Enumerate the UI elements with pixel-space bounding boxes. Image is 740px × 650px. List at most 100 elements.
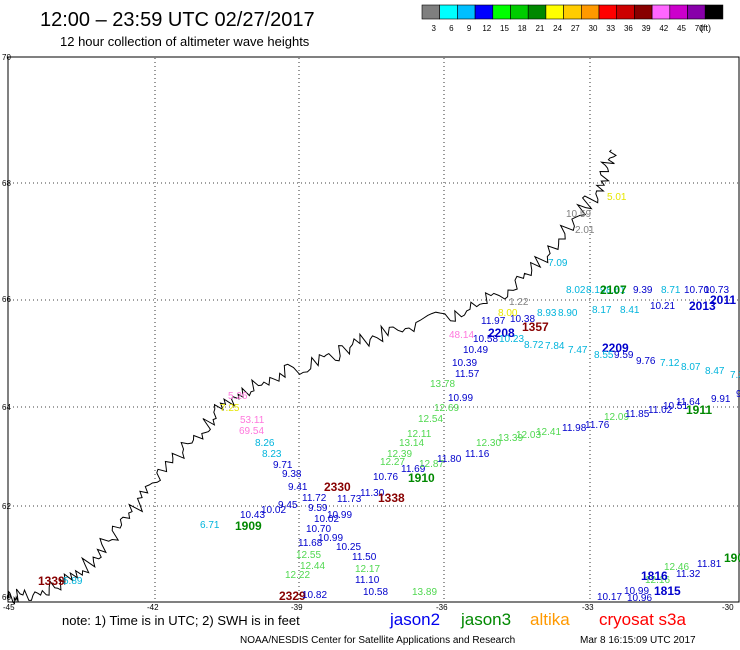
wave-height-value: 9.71 [273,460,293,471]
lat-label: 64 [2,403,11,412]
legend-swatch [669,4,688,20]
wave-height-value: 11.30 [360,488,385,499]
pass-time-label: 1910 [408,471,435,485]
wave-height-value: 10.25 [336,542,361,553]
wave-height-value: 5.01 [607,192,627,203]
legend-tick-label: 15 [500,24,509,33]
legend-swatch [580,4,600,20]
wave-height-value: 11.16 [465,449,490,460]
satellite-key-cryosat-s3a: cryosat s3a [599,610,686,629]
wave-height-value: 10.58 [363,587,388,598]
wave-height-value: 12.30 [476,438,501,449]
wave-height-value: 10.43 [240,510,265,521]
legend-tick-label: 30 [589,24,598,33]
wave-height-value: 10.99 [318,533,343,544]
wave-height-value: 11.02 [648,405,673,416]
wave-height-value: 8.93 [537,308,557,319]
wave-height-value: 2.01 [575,225,595,236]
wave-height-value: 10.70 [306,524,331,535]
wave-height-value: 10.82 [302,590,327,601]
wave-height-value: 13.89 [412,587,437,598]
wave-height-value: 12.69 [434,403,459,414]
wave-height-value: 9.45 [278,500,298,511]
wave-height-value: 7.09 [548,258,568,269]
legend-tick-label: 70 [695,24,704,33]
pass-time-label: 1909 [235,519,262,533]
legend-swatch [421,4,441,20]
lon-label: -42 [147,603,159,612]
greenland-coastline [8,149,617,605]
wave-height-value: 12.27 [380,457,405,468]
wave-height-value: 53.11 [240,415,265,426]
wave-height-value: 7.12 [660,358,680,369]
satellite-key-jason2: jason2 [389,610,440,629]
legend-tick-label: 9 [467,24,472,33]
lat-label: 66 [2,295,11,304]
wave-height-value: 48.14 [449,330,474,341]
wave-height-value: 8.41 [620,305,640,316]
lon-label: -36 [436,603,448,612]
lon-label: -30 [722,603,734,612]
page-title: 12:00 – 23:59 UTC 02/27/2017 [40,9,315,31]
page-subtitle: 12 hour collection of altimeter wave hei… [60,34,310,49]
legend-swatch [651,4,671,20]
wave-height-value: 11.10 [355,575,380,586]
wave-height-value: 7.84 [545,341,565,352]
pass-time-label: 1357 [522,320,549,334]
wave-height-value: 12.17 [355,564,380,575]
legend-tick-label: 27 [571,24,580,33]
wave-height-value: 9.97 [736,389,740,400]
wave-height-value: 11.81 [697,559,722,570]
wave-height-value: 11.73 [337,494,362,505]
wave-height-value: 8.00 [498,308,518,319]
pass-time-label: 2011 [710,293,736,307]
pass-time-label: 1911 [686,403,712,417]
lon-label: -33 [582,603,594,612]
wave-height-value: 9.59 [614,350,634,361]
legend-tick-label: 3 [431,24,436,33]
wave-height-value: 10.99 [327,510,352,521]
legend-tick-label: 24 [553,24,562,33]
wave-height-value: 9.91 [711,394,731,405]
wave-height-value: 12.55 [296,550,321,561]
wave-height-value: 9.41 [288,482,308,493]
wave-height-value: 7.47 [568,345,588,356]
wave-height-value: 8.02 [566,285,586,296]
pass-time-label: 1338 [378,491,405,505]
wave-height-value: 13.78 [430,379,455,390]
legend-tick-label: 45 [677,24,686,33]
wave-height-value: 12.54 [418,414,443,425]
lat-label: 62 [2,502,11,511]
map-frame [7,56,740,603]
wave-height-value: 12.46 [664,562,689,573]
legend-swatch [616,4,635,20]
wave-height-value: 12.16 [645,575,670,586]
wave-height-value: 11.80 [437,454,462,465]
satellite-key-jason3: jason3 [460,610,511,629]
wave-height-value: 12.44 [300,561,325,572]
wave-height-value: 11.85 [625,409,650,420]
wave-height-value: 8.26 [255,438,275,449]
wave-height-value: 11.97 [481,316,506,327]
legend-swatch [457,4,476,20]
legend-swatch [510,4,529,20]
wave-height-value: 10.99 [624,586,649,597]
pass-time-label: 2013 [689,299,716,313]
pass-time-label: 2209 [602,341,629,355]
wave-height-value: 6.71 [200,520,220,531]
pass-time-label: 1815 [654,584,681,598]
legend-tick-label: 6 [449,24,454,33]
wave-height-value: 12.87 [419,459,444,470]
wave-height-value: 11.32 [676,569,701,580]
wave-height-value: 8.72 [524,340,544,351]
wave-height-value: 11.76 [585,420,610,431]
agency-credit: NOAA/NESDIS Center for Satellite Applica… [240,635,515,646]
legend-tick-label: 33 [606,24,615,33]
wave-height-value: 8.23 [262,449,282,460]
wave-height-value: 12.39 [387,449,412,460]
generated-timestamp: Mar 8 16:15:09 UTC 2017 [580,635,696,646]
wave-height-value: 9.76 [636,356,656,367]
legend-tick-label: 12 [482,24,491,33]
wave-height-value: 11.50 [352,552,377,563]
